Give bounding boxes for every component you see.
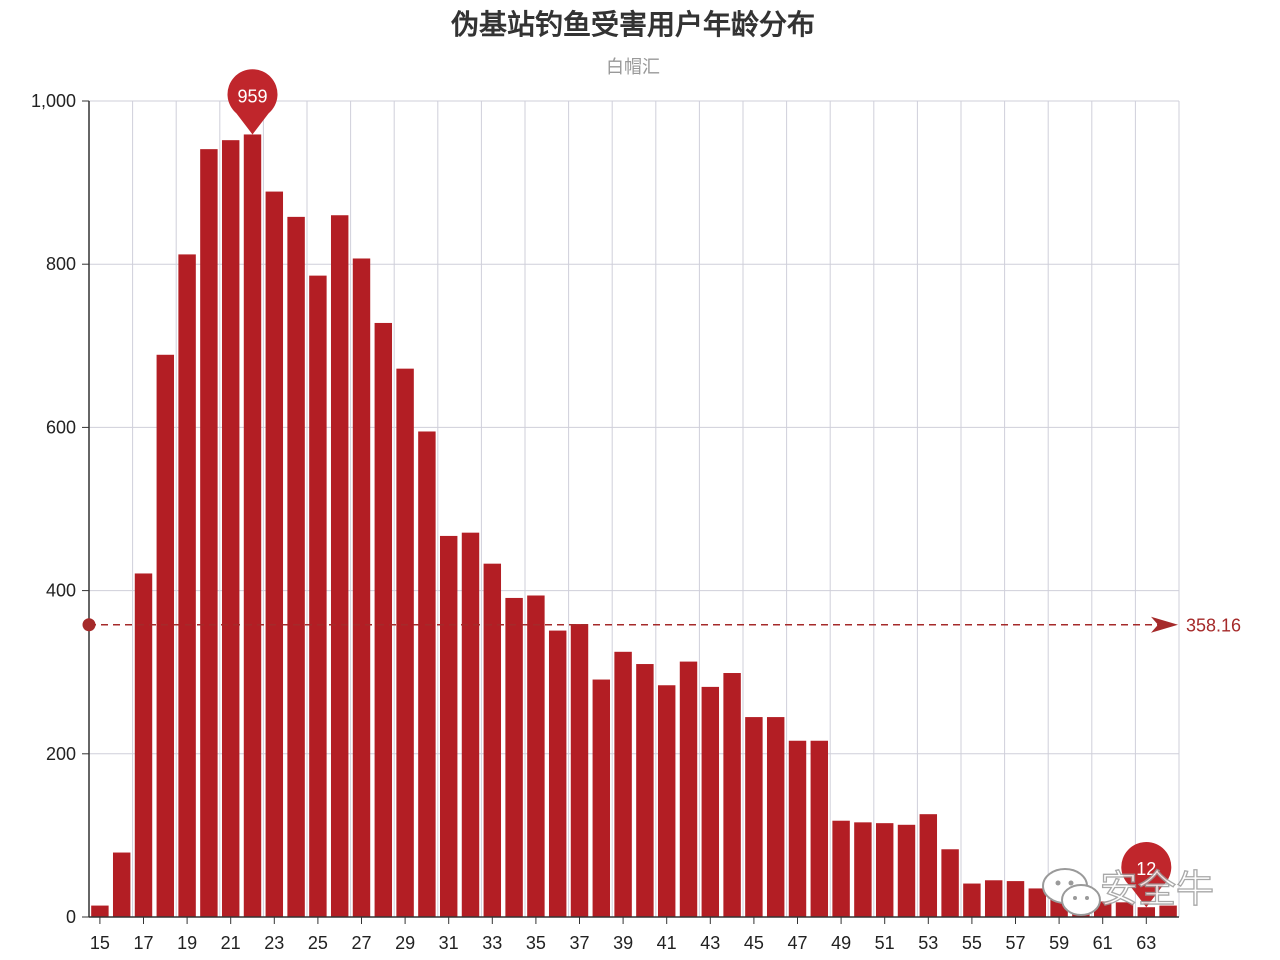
- bar-52: [897, 824, 916, 917]
- y-tick-label: 800: [46, 254, 76, 274]
- bar-54: [941, 849, 959, 917]
- x-tick-label: 35: [526, 933, 546, 953]
- max-marker-pin: [227, 69, 278, 135]
- wechat-icon: [1042, 868, 1101, 916]
- bar-25: [309, 275, 327, 917]
- x-tick-label: 63: [1136, 933, 1156, 953]
- x-tick-label: 53: [918, 933, 938, 953]
- bar-45: [745, 717, 763, 917]
- bar-63: [1137, 907, 1156, 917]
- bar-30: [418, 431, 436, 917]
- max-marker-label: 959: [237, 86, 267, 106]
- bar-43: [701, 686, 720, 917]
- bar-26: [330, 215, 349, 918]
- bars: [91, 134, 1177, 918]
- x-tick-label: 37: [569, 933, 589, 953]
- bar-36: [548, 630, 567, 917]
- bar-29: [396, 368, 414, 917]
- average-line-group: 358.16: [82, 616, 1241, 636]
- x-tick-label: 43: [700, 933, 720, 953]
- bar-55: [963, 883, 981, 917]
- bar-44: [723, 673, 741, 917]
- x-tick-label: 17: [133, 933, 153, 953]
- x-tick-label: 49: [831, 933, 851, 953]
- bar-53: [919, 814, 938, 917]
- bar-64: [1159, 905, 1177, 917]
- bar-28: [374, 322, 393, 917]
- x-tick-label: 61: [1093, 933, 1113, 953]
- watermark: 安全牛: [1042, 866, 1215, 916]
- y-tick-label: 400: [46, 581, 76, 601]
- bar-57: [1006, 881, 1025, 917]
- x-tick-label: 21: [221, 933, 241, 953]
- x-tick-label: 29: [395, 933, 415, 953]
- markers: 959 12: [227, 69, 1172, 908]
- bar-16: [112, 852, 131, 917]
- average-line-arrow: [1151, 616, 1178, 633]
- bar-58: [1028, 888, 1047, 917]
- bar-56: [984, 880, 1003, 917]
- bar-46: [766, 717, 785, 917]
- x-tick-label: 15: [90, 933, 110, 953]
- bar-49: [832, 820, 850, 917]
- bar-39: [614, 651, 632, 917]
- bar-38: [592, 679, 611, 917]
- bar-20: [200, 149, 218, 918]
- bar-22: [243, 134, 262, 917]
- average-line-label: 358.16: [1186, 616, 1241, 636]
- bar-31: [439, 535, 458, 917]
- x-tick-label: 33: [482, 933, 502, 953]
- x-tick-label: 19: [177, 933, 197, 953]
- bar-42: [679, 661, 698, 917]
- bar-34: [505, 597, 523, 917]
- x-tick-label: 59: [1049, 933, 1069, 953]
- bar-37: [570, 624, 589, 917]
- chart-subtitle: 白帽汇: [606, 57, 660, 78]
- x-tick-label: 41: [657, 933, 677, 953]
- bar-50: [854, 822, 872, 917]
- min-marker-label: 12: [1136, 859, 1156, 879]
- bar-35: [527, 595, 545, 917]
- bar-17: [134, 573, 153, 917]
- x-tick-label: 51: [875, 933, 895, 953]
- bar-27: [352, 258, 371, 917]
- bar-62: [1115, 902, 1134, 917]
- axes: 0 200 400 600 800 1,000 15 17 19 21 23 25 27 29 31 33 35…: [31, 91, 1179, 953]
- x-tick-label: 39: [613, 933, 633, 953]
- bar-18: [156, 354, 175, 917]
- x-tick-label: 45: [744, 933, 764, 953]
- bar-15: [91, 905, 109, 917]
- x-tick-label: 55: [962, 933, 982, 953]
- bar-40: [636, 664, 654, 917]
- bar-32: [461, 532, 480, 917]
- min-marker-pin: [1121, 841, 1172, 908]
- bar-24: [287, 216, 305, 917]
- y-tick-label: 1,000: [31, 91, 76, 111]
- x-tick-label: 31: [439, 933, 459, 953]
- bar-51: [875, 823, 894, 917]
- x-tick-label: 25: [308, 933, 328, 953]
- x-tick-label: 47: [787, 933, 807, 953]
- bar-48: [810, 740, 829, 917]
- bar-41: [657, 685, 676, 917]
- y-tick-label: 600: [46, 417, 76, 437]
- y-tick-label: 0: [66, 907, 76, 927]
- watermark-text: 安全牛: [1100, 867, 1214, 911]
- x-tick-label: 57: [1005, 933, 1025, 953]
- y-tick-label: 200: [46, 744, 76, 764]
- bar-23: [265, 191, 284, 918]
- bar-47: [788, 740, 807, 917]
- x-tick-label: 23: [264, 933, 284, 953]
- x-tick-label: 27: [351, 933, 371, 953]
- chart-title: 伪基站钓鱼受害用户年龄分布: [451, 8, 815, 41]
- bar-33: [483, 563, 502, 917]
- bar-19: [178, 254, 196, 917]
- bar-21: [221, 140, 240, 918]
